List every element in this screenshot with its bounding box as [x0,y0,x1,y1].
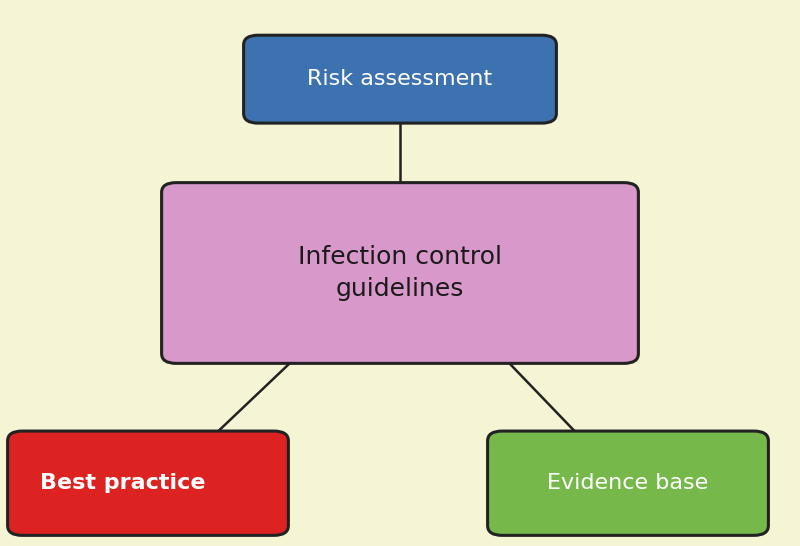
FancyBboxPatch shape [162,182,638,364]
Text: Risk assessment: Risk assessment [307,69,493,89]
FancyBboxPatch shape [243,35,557,123]
Text: Best practice: Best practice [39,473,205,493]
FancyBboxPatch shape [488,431,768,535]
Text: Infection control
guidelines: Infection control guidelines [298,245,502,301]
Text: Evidence base: Evidence base [547,473,709,493]
FancyBboxPatch shape [7,431,288,535]
